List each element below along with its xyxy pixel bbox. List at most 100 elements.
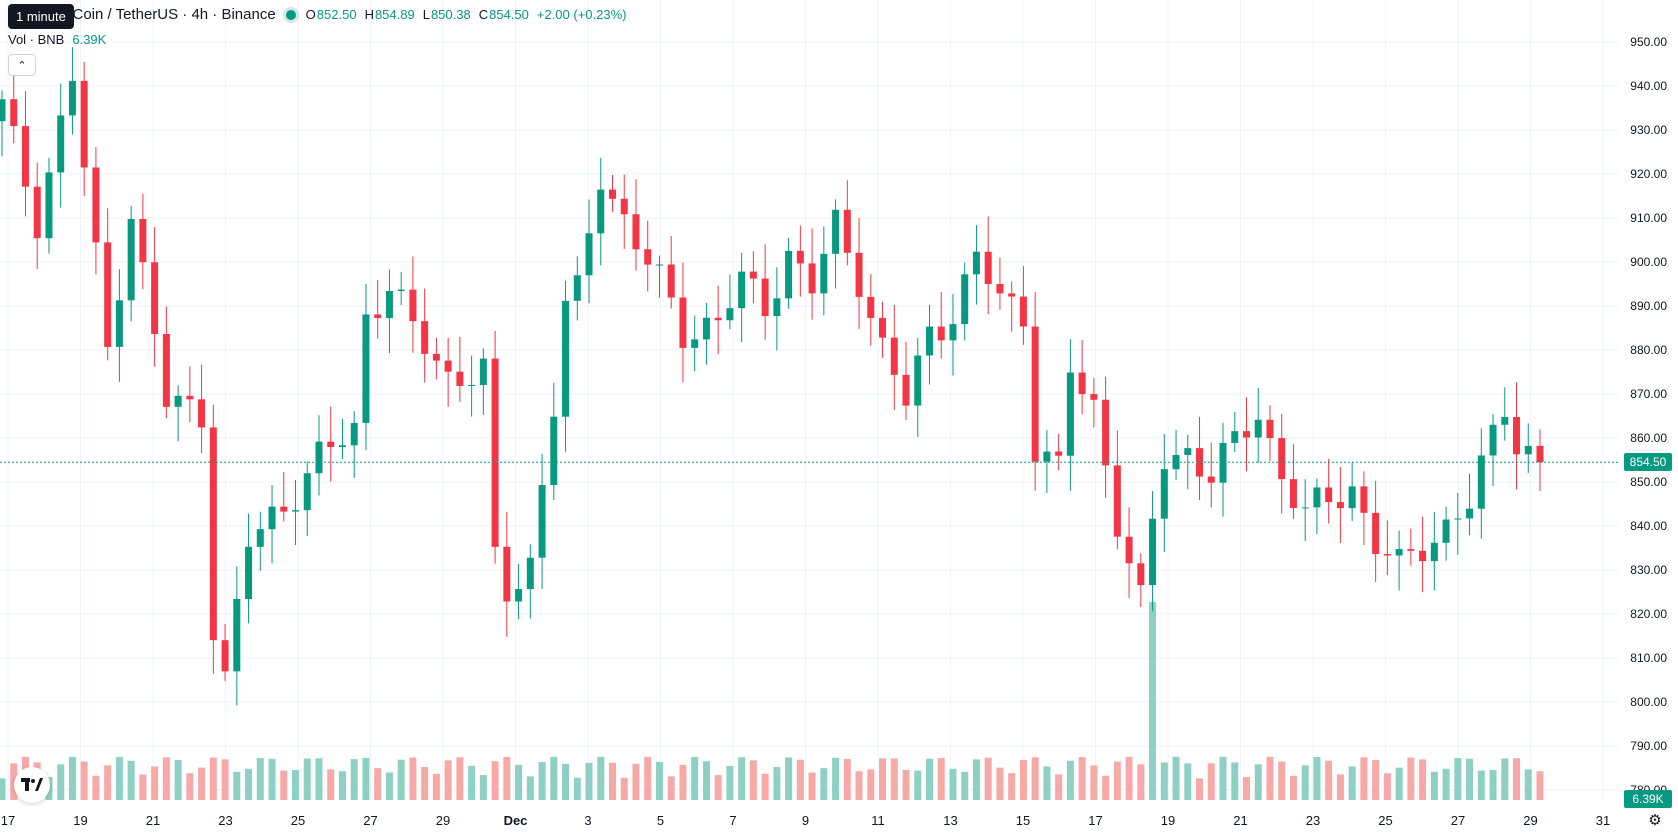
time-tick-label: 23	[218, 813, 232, 828]
time-tick-label: 11	[871, 813, 885, 828]
volume-bar	[315, 758, 323, 800]
volume-bar	[738, 757, 746, 800]
candle-body	[80, 80, 88, 168]
candle-body	[315, 441, 323, 474]
candle-body	[526, 557, 534, 590]
symbol-title[interactable]: e Coin / TetherUS · 4h · Binance	[60, 6, 276, 23]
time-tick-label: 17	[1, 813, 15, 828]
volume-bar	[1513, 758, 1521, 800]
volume-legend: Vol · BNB 6.39K	[8, 32, 106, 47]
volume-bar	[1348, 766, 1356, 800]
volume-bar	[1454, 758, 1462, 800]
volume-bar	[890, 758, 898, 800]
price-tick-label: 940.00	[1630, 79, 1667, 93]
candle-body	[198, 399, 206, 428]
candle-body	[749, 271, 757, 279]
candle-body	[151, 262, 159, 335]
volume-bar	[397, 759, 405, 800]
volume-bar	[1078, 757, 1086, 800]
candle-body	[1231, 431, 1239, 443]
volume-bar	[174, 760, 182, 800]
candle-body	[890, 337, 898, 375]
candle-body	[256, 529, 264, 547]
volume-bar	[620, 777, 628, 800]
candle-body	[374, 314, 382, 319]
time-tick-label: 25	[1378, 813, 1392, 828]
volume-bar	[1325, 760, 1333, 800]
candle-body	[1407, 549, 1415, 551]
volume-bar	[209, 757, 217, 800]
volume-bar	[609, 762, 617, 800]
candle-body	[503, 546, 511, 602]
interval-tooltip: 1 minute	[8, 4, 74, 29]
candle-body	[33, 186, 41, 239]
candle-body	[1196, 448, 1204, 477]
volume-bar	[10, 763, 18, 800]
volume-bar	[151, 766, 159, 800]
volume-bar	[1383, 773, 1391, 800]
time-tick-label: 3	[584, 813, 591, 828]
time-tick-label: 21	[146, 813, 160, 828]
volume-bar	[785, 757, 793, 800]
volume-bar	[115, 757, 123, 800]
price-axis[interactable]: 950.00 940.00 930.00 920.00 910.00 900.00 890.…	[1630, 35, 1667, 797]
price-tick-label: 950.00	[1630, 35, 1667, 49]
candle-body	[421, 321, 429, 354]
candle-body	[162, 334, 170, 407]
candle-body	[1008, 293, 1016, 297]
candle-body	[292, 510, 300, 512]
volume-bar	[679, 764, 687, 800]
candle-body	[961, 274, 969, 325]
candle-body	[984, 251, 992, 285]
candle-body	[820, 253, 828, 294]
tradingview-logo-icon[interactable]	[14, 767, 50, 803]
collapse-legend-button[interactable]: ⌃	[8, 54, 36, 76]
grid-lines	[0, 0, 1620, 800]
candle-body	[432, 353, 440, 361]
candle-body	[186, 395, 194, 400]
volume-bar	[1231, 762, 1239, 800]
candle-body	[1395, 549, 1403, 556]
volume-bar	[1125, 756, 1133, 800]
volume-bar	[796, 759, 804, 800]
volume-bar	[1242, 777, 1250, 800]
candle-body	[1360, 486, 1368, 513]
time-axis[interactable]: 17 19 21 23 25 27 29 Dec 3 5 7 9 11 13 15 17 19 21 23 25 27 2…	[1, 813, 1610, 828]
volume-bar	[961, 771, 969, 800]
volume-bar	[1466, 758, 1474, 800]
candle-body	[761, 278, 769, 317]
volume-bar	[702, 761, 710, 800]
candle-body	[1043, 451, 1051, 462]
candle-body	[691, 339, 699, 348]
volume-bar	[233, 771, 241, 800]
volume-bar	[1102, 775, 1110, 800]
candle-body	[268, 506, 276, 530]
price-tick-label: 820.00	[1630, 607, 1667, 621]
candle-body	[879, 317, 887, 338]
candle-body	[1289, 479, 1297, 509]
candle-body	[479, 358, 487, 385]
volume-bar	[1137, 764, 1145, 800]
volume-bar	[68, 756, 76, 800]
candle-body	[597, 189, 605, 234]
candle-body	[1031, 326, 1039, 462]
price-tick-label: 810.00	[1630, 651, 1667, 665]
volume-bar	[879, 758, 887, 800]
candle-body	[1372, 512, 1380, 555]
volume-bar	[80, 761, 88, 800]
volume-bar	[1278, 761, 1286, 800]
volume-bar	[726, 765, 734, 800]
volume-bar	[491, 761, 499, 800]
price-tick-label: 900.00	[1630, 255, 1667, 269]
volume-bar	[1207, 763, 1215, 800]
candle-body	[702, 317, 710, 340]
gear-icon[interactable]: ⚙	[1648, 812, 1662, 829]
volume-label[interactable]: Vol · BNB	[8, 32, 65, 47]
time-tick-label: 27	[363, 813, 377, 828]
candle-body	[245, 546, 253, 600]
candle-body	[1501, 417, 1509, 425]
candle-body	[655, 264, 663, 266]
candle-body	[1336, 502, 1344, 509]
candle-body	[1325, 487, 1333, 503]
